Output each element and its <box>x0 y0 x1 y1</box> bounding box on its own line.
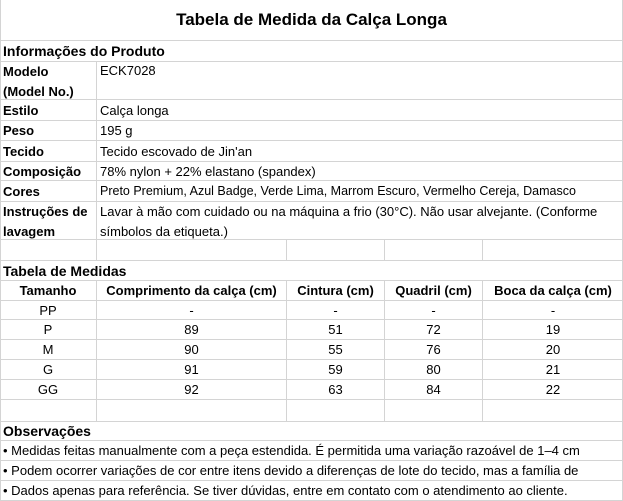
list-item: • Medidas feitas manualmente com a peça … <box>0 441 623 461</box>
measures-section-title: Tabela de Medidas <box>3 262 127 279</box>
notes-section-row: Observações <box>0 422 623 441</box>
product-row-style: Estilo Calça longa <box>0 100 623 121</box>
hip-cell: 80 <box>385 360 483 379</box>
list-item: • Podem ocorrer variações de cor entre i… <box>0 461 623 481</box>
spacer-cell <box>97 400 287 421</box>
waist-cell: 63 <box>287 380 385 399</box>
measures-header-hem: Boca da calça (cm) <box>494 283 612 298</box>
hip-cell: 84 <box>385 380 483 399</box>
size-cell: M <box>0 340 97 359</box>
note-text: • Dados apenas para referência. Se tiver… <box>3 483 568 498</box>
size-cell: PP <box>0 301 97 319</box>
product-value-colors: Preto Premium, Azul Badge, Verde Lima, M… <box>100 184 576 198</box>
hem-cell: 22 <box>545 382 561 397</box>
length-cell: 91 <box>97 360 287 379</box>
product-label-model: Modelo (Model No.) <box>0 62 97 99</box>
measures-header-row: Tamanho Comprimento da calça (cm) Cintur… <box>0 281 623 301</box>
product-row-weight: Peso 195 g <box>0 121 623 141</box>
product-row-composition: Composição 78% nylon + 22% elastano (spa… <box>0 162 623 181</box>
length-cell: 92 <box>97 380 287 399</box>
table-row: M 90 55 76 20 <box>0 340 623 360</box>
spacer-cell <box>483 400 623 421</box>
measures-header-waist: Cintura (cm) <box>287 281 385 300</box>
product-value-washing: Lavar à mão com cuidado ou na máquina a … <box>100 204 598 239</box>
length-cell: 89 <box>97 320 287 339</box>
hem-cell: 21 <box>545 362 561 377</box>
hem-cell: - <box>550 302 556 318</box>
measures-header-hip: Quadril (cm) <box>385 281 483 300</box>
title-row: Tabela de Medida da Calça Longa <box>0 0 623 41</box>
hem-cell: 20 <box>545 342 561 357</box>
product-label-composition: Composição <box>0 162 97 180</box>
table-row: PP - - - - <box>0 301 623 320</box>
waist-cell: - <box>287 301 385 319</box>
spacer-cell <box>385 400 483 421</box>
spacer-cell <box>97 240 287 260</box>
list-item: • Dados apenas para referência. Se tiver… <box>0 481 623 501</box>
hip-cell: 72 <box>385 320 483 339</box>
hip-cell: - <box>385 301 483 319</box>
waist-cell: 51 <box>287 320 385 339</box>
spacer-cell <box>287 400 385 421</box>
spacer-row <box>0 240 623 261</box>
product-section-title: Informações do Produto <box>3 43 165 59</box>
product-value-model: ECK7028 <box>100 63 156 78</box>
length-cell: - <box>97 301 287 319</box>
size-cell: GG <box>0 380 97 399</box>
hem-cell: 19 <box>545 322 561 337</box>
product-row-fabric: Tecido Tecido escovado de Jin'an <box>0 141 623 162</box>
spacer-row <box>0 400 623 422</box>
measures-section-row: Tabela de Medidas <box>0 261 623 281</box>
spacer-cell <box>385 240 483 260</box>
measures-header-size: Tamanho <box>0 281 97 300</box>
table-row: G 91 59 80 21 <box>0 360 623 380</box>
product-value-style: Calça longa <box>100 102 169 118</box>
product-label-washing: Instruções de lavagem <box>0 202 97 239</box>
product-label-fabric: Tecido <box>0 141 97 161</box>
product-row-model: Modelo (Model No.) ECK7028 <box>0 62 623 100</box>
measures-header-length: Comprimento da calça (cm) <box>97 281 287 300</box>
product-label-weight: Peso <box>0 121 97 140</box>
product-value-composition: 78% nylon + 22% elastano (spandex) <box>100 163 316 179</box>
product-row-washing: Instruções de lavagem Lavar à mão com cu… <box>0 202 623 240</box>
product-label-style: Estilo <box>0 100 97 120</box>
waist-cell: 55 <box>287 340 385 359</box>
product-value-fabric: Tecido escovado de Jin'an <box>100 143 253 159</box>
spacer-cell <box>483 240 623 260</box>
size-cell: P <box>0 320 97 339</box>
table-row: GG 92 63 84 22 <box>0 380 623 400</box>
spacer-cell <box>0 400 97 421</box>
page-title: Tabela de Medida da Calça Longa <box>176 10 447 29</box>
notes-section-title: Observações <box>3 423 91 439</box>
product-label-colors: Cores <box>0 181 97 201</box>
length-cell: 90 <box>97 340 287 359</box>
spacer-cell <box>287 240 385 260</box>
note-text: • Podem ocorrer variações de cor entre i… <box>3 463 579 478</box>
spacer-cell <box>0 240 97 260</box>
product-value-weight: 195 g <box>100 123 133 138</box>
product-section-row: Informações do Produto <box>0 41 623 62</box>
note-text: • Medidas feitas manualmente com a peça … <box>3 443 580 458</box>
table-row: P 89 51 72 19 <box>0 320 623 340</box>
hip-cell: 76 <box>385 340 483 359</box>
product-row-colors: Cores Preto Premium, Azul Badge, Verde L… <box>0 181 623 202</box>
size-cell: G <box>0 360 97 379</box>
waist-cell: 59 <box>287 360 385 379</box>
